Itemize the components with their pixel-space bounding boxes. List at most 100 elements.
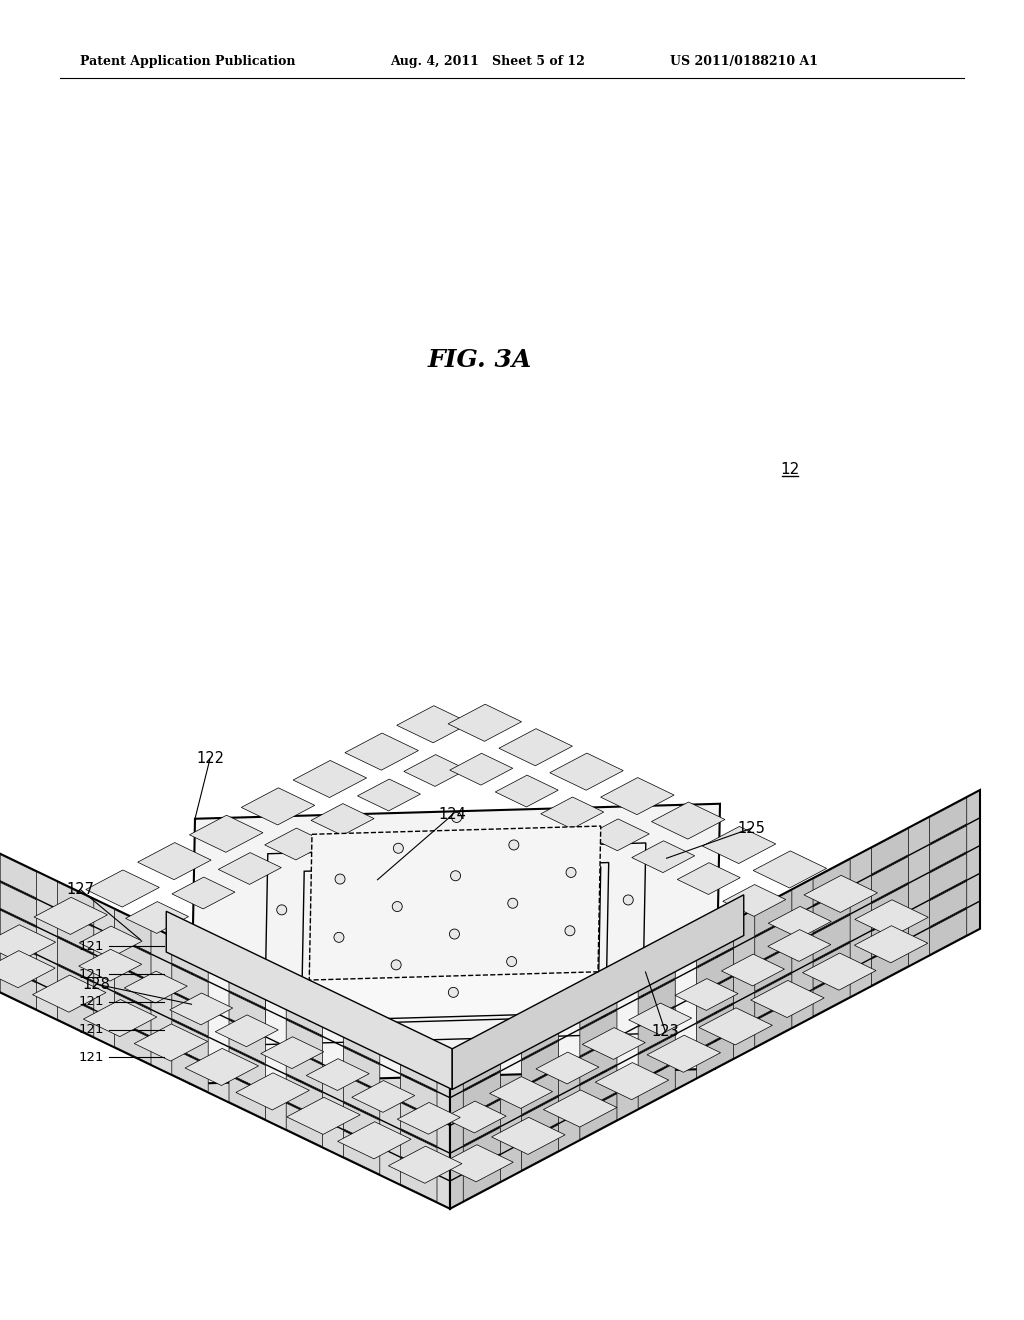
- Text: Patent Application Publication: Patent Application Publication: [80, 55, 296, 69]
- Polygon shape: [242, 788, 314, 825]
- Polygon shape: [172, 965, 208, 1008]
- Circle shape: [452, 812, 462, 822]
- Polygon shape: [580, 1067, 616, 1111]
- Polygon shape: [647, 1035, 721, 1072]
- Polygon shape: [343, 1131, 380, 1173]
- Text: Aug. 4, 2011   Sheet 5 of 12: Aug. 4, 2011 Sheet 5 of 12: [390, 55, 585, 69]
- Polygon shape: [83, 999, 157, 1036]
- Polygon shape: [768, 929, 830, 961]
- Polygon shape: [696, 921, 733, 966]
- Circle shape: [450, 929, 460, 939]
- Polygon shape: [397, 1102, 460, 1134]
- Polygon shape: [172, 937, 208, 981]
- Polygon shape: [293, 760, 367, 797]
- Polygon shape: [0, 925, 55, 962]
- Polygon shape: [86, 870, 160, 907]
- Polygon shape: [930, 797, 967, 843]
- Polygon shape: [496, 775, 558, 807]
- Polygon shape: [115, 1020, 151, 1064]
- Polygon shape: [229, 1076, 265, 1119]
- Polygon shape: [632, 841, 694, 873]
- Polygon shape: [871, 857, 908, 902]
- Polygon shape: [0, 820, 450, 1209]
- Polygon shape: [172, 1048, 208, 1092]
- Polygon shape: [0, 966, 37, 1008]
- Polygon shape: [0, 911, 37, 953]
- Circle shape: [507, 957, 517, 966]
- Text: 121: 121: [79, 940, 104, 953]
- Polygon shape: [722, 954, 784, 986]
- Polygon shape: [580, 1011, 616, 1056]
- Polygon shape: [345, 733, 419, 770]
- Polygon shape: [172, 993, 208, 1036]
- Polygon shape: [677, 863, 740, 895]
- Polygon shape: [443, 1101, 506, 1133]
- Polygon shape: [855, 900, 929, 937]
- Polygon shape: [813, 887, 850, 933]
- Text: US 2011/0188210 A1: US 2011/0188210 A1: [670, 55, 818, 69]
- Circle shape: [335, 874, 345, 884]
- Polygon shape: [0, 950, 55, 987]
- Polygon shape: [124, 972, 187, 1003]
- Polygon shape: [170, 993, 232, 1024]
- Text: 12: 12: [780, 462, 800, 478]
- Polygon shape: [0, 939, 37, 981]
- Polygon shape: [638, 1007, 675, 1053]
- Polygon shape: [755, 890, 792, 936]
- Polygon shape: [172, 1020, 208, 1064]
- Polygon shape: [803, 953, 876, 990]
- Polygon shape: [871, 884, 908, 929]
- Polygon shape: [343, 1104, 380, 1146]
- Polygon shape: [813, 970, 850, 1016]
- Polygon shape: [286, 1104, 323, 1147]
- Polygon shape: [753, 851, 826, 888]
- Polygon shape: [930, 909, 967, 954]
- Polygon shape: [343, 1019, 380, 1063]
- Polygon shape: [492, 1117, 565, 1155]
- Polygon shape: [651, 803, 725, 840]
- Polygon shape: [499, 729, 572, 766]
- Polygon shape: [813, 942, 850, 989]
- Polygon shape: [638, 1063, 675, 1109]
- Polygon shape: [696, 1005, 733, 1049]
- Polygon shape: [115, 993, 151, 1036]
- Polygon shape: [696, 977, 733, 1022]
- Circle shape: [565, 925, 574, 936]
- Polygon shape: [126, 902, 188, 933]
- Polygon shape: [287, 1097, 360, 1134]
- Text: 121: 121: [79, 995, 104, 1008]
- Polygon shape: [57, 993, 94, 1036]
- Polygon shape: [453, 895, 743, 1089]
- Polygon shape: [400, 1102, 437, 1146]
- Polygon shape: [115, 965, 151, 1008]
- Polygon shape: [400, 1074, 437, 1118]
- Polygon shape: [343, 1076, 380, 1118]
- Circle shape: [624, 895, 633, 906]
- Polygon shape: [286, 993, 323, 1036]
- Polygon shape: [804, 875, 878, 912]
- Polygon shape: [403, 755, 467, 787]
- Polygon shape: [580, 1039, 616, 1084]
- Text: 121: 121: [79, 968, 104, 981]
- Polygon shape: [229, 993, 265, 1036]
- Polygon shape: [768, 907, 831, 939]
- Polygon shape: [463, 1155, 501, 1201]
- Polygon shape: [190, 804, 720, 1084]
- Polygon shape: [57, 909, 94, 953]
- Polygon shape: [521, 1097, 559, 1142]
- Polygon shape: [311, 804, 374, 836]
- Polygon shape: [166, 911, 453, 1089]
- Polygon shape: [229, 1048, 265, 1092]
- Polygon shape: [261, 1036, 324, 1069]
- Text: 121: 121: [79, 1051, 104, 1064]
- Polygon shape: [751, 981, 824, 1018]
- Polygon shape: [185, 1048, 258, 1085]
- Text: 124: 124: [438, 808, 467, 822]
- Polygon shape: [264, 828, 328, 859]
- Circle shape: [393, 843, 403, 853]
- Polygon shape: [57, 937, 94, 981]
- Polygon shape: [286, 1048, 323, 1092]
- Polygon shape: [675, 978, 738, 1010]
- Polygon shape: [463, 1072, 501, 1118]
- Text: 121: 121: [79, 1023, 104, 1036]
